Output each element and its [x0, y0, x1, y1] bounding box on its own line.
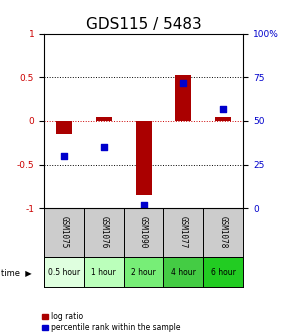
Text: time  ▶: time ▶ [1, 268, 32, 277]
Bar [44, 257, 84, 287]
Text: GSM1090: GSM1090 [139, 216, 148, 249]
Title: GDS115 / 5483: GDS115 / 5483 [86, 17, 202, 33]
Text: GSM1078: GSM1078 [219, 216, 228, 249]
Bar [215, 118, 231, 121]
Bar [203, 208, 243, 257]
Bar [203, 257, 243, 287]
Text: 6 hour: 6 hour [211, 268, 236, 277]
Point [101, 144, 106, 150]
Bar [176, 75, 191, 121]
Bar [56, 121, 72, 134]
Text: GSM1075: GSM1075 [59, 216, 68, 249]
Bar [44, 208, 84, 257]
Bar [136, 121, 151, 195]
Bar [163, 257, 203, 287]
Bar [84, 208, 124, 257]
Text: GSM1076: GSM1076 [99, 216, 108, 249]
Bar [84, 257, 124, 287]
Point [221, 106, 226, 112]
Text: GSM1077: GSM1077 [179, 216, 188, 249]
Point [181, 80, 186, 85]
Bar [124, 208, 163, 257]
Text: 1 hour: 1 hour [91, 268, 116, 277]
Bar [163, 208, 203, 257]
Text: 4 hour: 4 hour [171, 268, 196, 277]
Legend: log ratio, percentile rank within the sample: log ratio, percentile rank within the sa… [42, 312, 180, 332]
Text: 0.5 hour: 0.5 hour [48, 268, 80, 277]
Bar [124, 257, 163, 287]
Bar [96, 118, 112, 121]
Point [141, 202, 146, 208]
Text: 2 hour: 2 hour [131, 268, 156, 277]
Point [62, 153, 66, 159]
